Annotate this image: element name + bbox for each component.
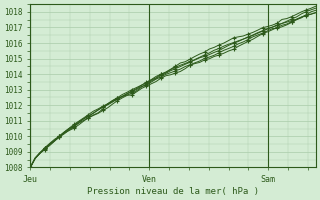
X-axis label: Pression niveau de la mer( hPa ): Pression niveau de la mer( hPa ) xyxy=(87,187,259,196)
